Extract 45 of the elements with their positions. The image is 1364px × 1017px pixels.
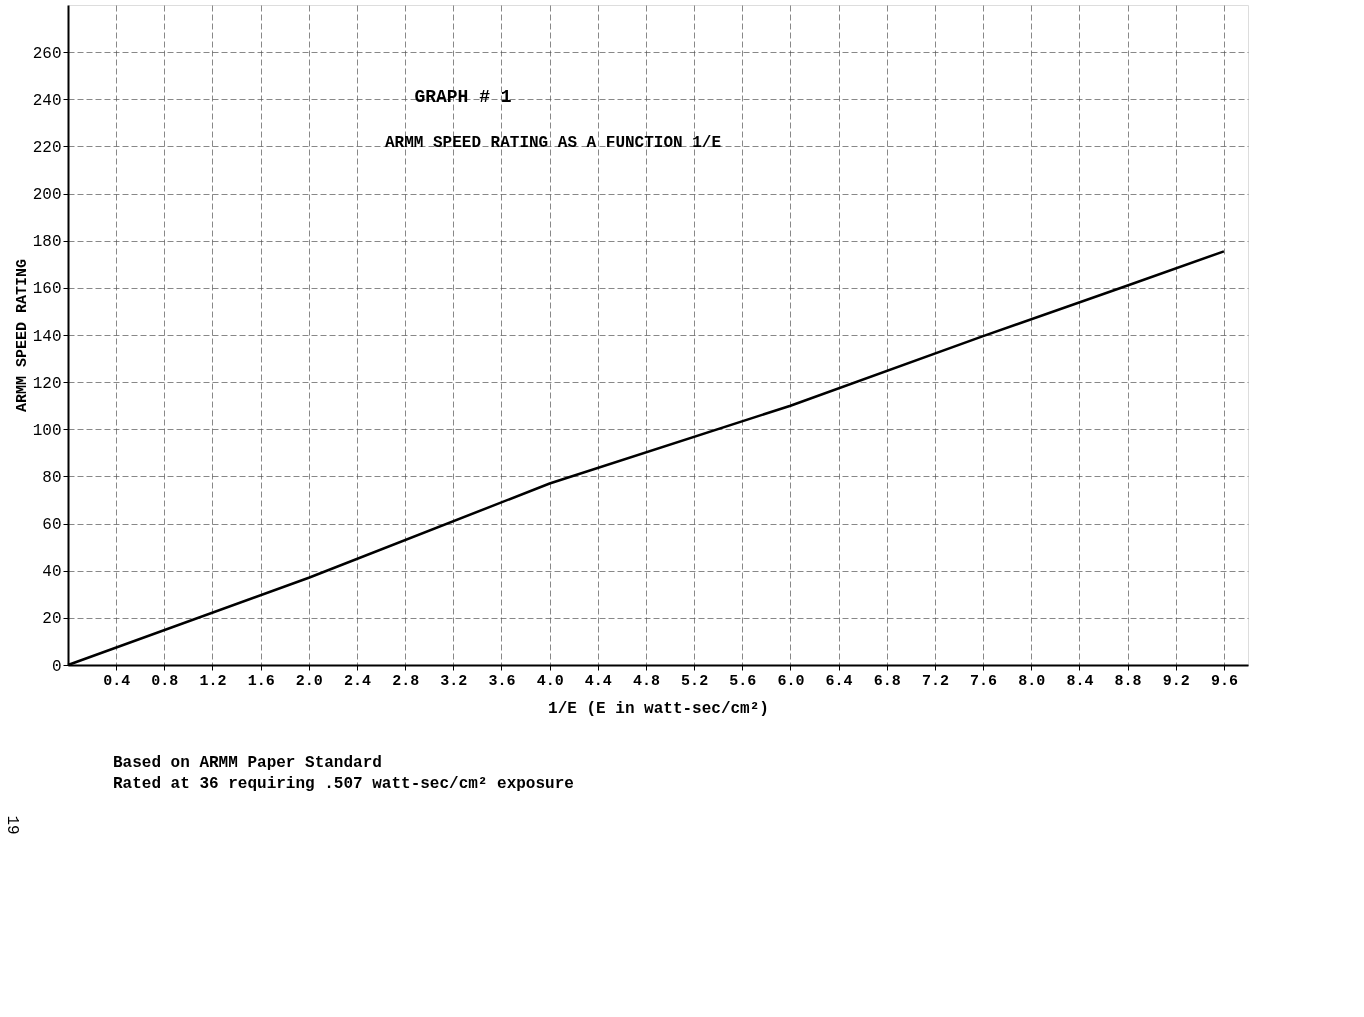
- x-tick-label: 3.6: [488, 672, 516, 690]
- text: GRAPH # 1: [414, 87, 512, 107]
- x-tick-label: 9.2: [1162, 672, 1190, 690]
- text: 19: [3, 815, 21, 835]
- y-tick-label: 180: [32, 233, 62, 252]
- x-tick-label: 0.4: [103, 672, 131, 690]
- y-tick-label: 240: [32, 91, 62, 110]
- y-tick-label: 120: [32, 374, 62, 393]
- x-tick-label: 6.8: [873, 672, 901, 690]
- x-tick-label: 2.8: [392, 672, 420, 690]
- y-tick-label: 40: [42, 563, 62, 582]
- y-tick-label: 20: [42, 610, 62, 629]
- x-tick-label: 7.6: [970, 672, 998, 690]
- x-tick-label: 3.2: [440, 672, 468, 690]
- x-axis-title: 1/E (E in watt-sec/cm²): [548, 699, 769, 718]
- x-tick-label: 1.6: [247, 672, 275, 690]
- text: ARMM SPEED RATING AS A FUNCTION 1/E: [384, 134, 722, 152]
- y-tick-label: 60: [42, 516, 62, 535]
- x-tick-label: 6.0: [777, 672, 805, 690]
- x-tick-label: 0.8: [151, 672, 179, 690]
- x-tick-label: 8.8: [1114, 672, 1142, 690]
- text: Based on ARMM Paper Standard: [113, 754, 382, 772]
- y-tick-label: 200: [32, 186, 62, 205]
- y-tick-label: 260: [32, 44, 62, 63]
- y-tick-label: 220: [32, 138, 62, 157]
- y-tick-label: 140: [32, 327, 62, 346]
- x-tick-label: 8.4: [1066, 672, 1094, 690]
- y-axis-title: ARMM SPEED RATING: [13, 258, 31, 413]
- y-tick-label: 160: [32, 280, 62, 299]
- x-tick-label: 2.4: [343, 672, 371, 690]
- x-tick-label: 4.0: [536, 672, 564, 690]
- x-tick-label: 8.0: [1018, 672, 1046, 690]
- x-tick-label: 5.2: [681, 672, 709, 690]
- y-tick-label: 100: [32, 421, 62, 440]
- text: Rated at 36 requiring .507 watt-sec/cm² exposure: [113, 775, 574, 793]
- x-tick-label: 9.6: [1210, 672, 1238, 690]
- x-tick-label: 1.2: [199, 672, 227, 690]
- x-tick-label: 2.0: [295, 672, 323, 690]
- y-tick-label: 0: [51, 657, 62, 676]
- x-tick-label: 7.2: [921, 672, 949, 690]
- x-tick-label: 4.4: [584, 672, 612, 690]
- x-tick-label: 4.8: [632, 672, 660, 690]
- x-tick-label: 5.6: [729, 672, 757, 690]
- x-tick-label: 6.4: [825, 672, 853, 690]
- y-tick-label: 80: [42, 468, 62, 487]
